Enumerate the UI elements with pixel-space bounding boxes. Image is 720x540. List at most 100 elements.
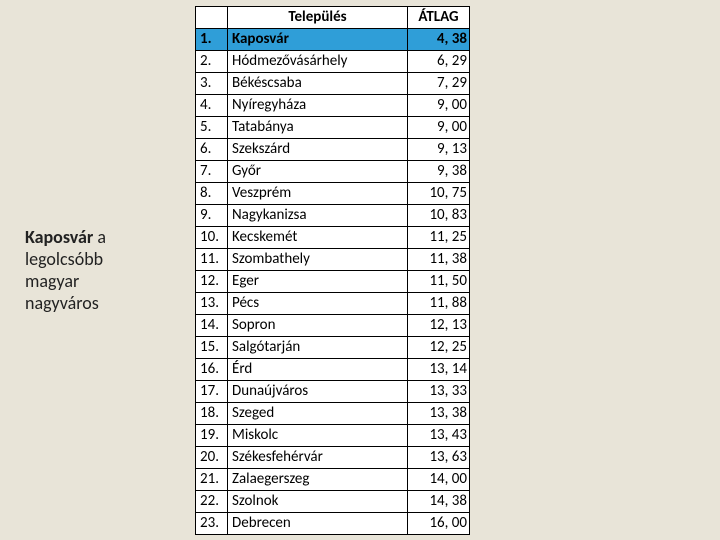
cell-rank: 20. [196,446,228,468]
sidebar-text: Kaposvár a legolcsóbb magyar nagyváros [0,226,195,314]
table-row: 4.Nyíregyháza9, 00 [196,94,470,116]
cell-avg: 10, 83 [408,204,470,226]
cell-rank: 16. [196,358,228,380]
table-row: 19.Miskolc13, 43 [196,424,470,446]
cell-city: Pécs [228,292,408,314]
cell-city: Salgótarján [228,336,408,358]
cell-rank: 23. [196,512,228,534]
cell-city: Dunaújváros [228,380,408,402]
cell-city: Miskolc [228,424,408,446]
header-avg: ÁTLAG [408,6,470,28]
cell-city: Veszprém [228,182,408,204]
cell-rank: 22. [196,490,228,512]
cell-avg: 7, 29 [408,72,470,94]
sidebar-line4: nagyváros [25,292,185,314]
cell-city: Nagykanizsa [228,204,408,226]
table-row: 15.Salgótarján12, 25 [196,336,470,358]
table-row: 18.Szeged13, 38 [196,402,470,424]
cell-rank: 4. [196,94,228,116]
cell-avg: 9, 00 [408,116,470,138]
cell-avg: 13, 33 [408,380,470,402]
cell-avg: 9, 13 [408,138,470,160]
table-row: 5.Tatabánya9, 00 [196,116,470,138]
cell-rank: 21. [196,468,228,490]
cell-city: Győr [228,160,408,182]
table-row: 20.Székesfehérvár13, 63 [196,446,470,468]
cell-rank: 5. [196,116,228,138]
table-row: 10.Kecskemét11, 25 [196,226,470,248]
cell-rank: 7. [196,160,228,182]
cell-rank: 12. [196,270,228,292]
cell-avg: 11, 50 [408,270,470,292]
table-row: 22.Szolnok14, 38 [196,490,470,512]
cell-avg: 16, 00 [408,512,470,534]
cell-rank: 18. [196,402,228,424]
table-row: 2.Hódmezővásárhely6, 29 [196,50,470,72]
cell-rank: 15. [196,336,228,358]
cell-city: Székesfehérvár [228,446,408,468]
cell-city: Sopron [228,314,408,336]
table-row: 16.Érd13, 14 [196,358,470,380]
cell-rank: 2. [196,50,228,72]
table-row: 23.Debrecen16, 00 [196,512,470,534]
table-row: 7.Győr9, 38 [196,160,470,182]
cell-avg: 11, 88 [408,292,470,314]
cell-avg: 14, 38 [408,490,470,512]
cell-avg: 13, 14 [408,358,470,380]
cell-city: Szeged [228,402,408,424]
ranking-table: Település ÁTLAG 1.Kaposvár4, 382.Hódmező… [195,6,470,535]
sidebar-line2: legolcsóbb [25,248,185,270]
cell-rank: 10. [196,226,228,248]
header-rank [196,6,228,28]
cell-rank: 1. [196,28,228,50]
cell-rank: 13. [196,292,228,314]
cell-avg: 6, 29 [408,50,470,72]
sidebar-strong: Kaposvár [25,226,97,248]
cell-city: Szekszárd [228,138,408,160]
cell-avg: 12, 25 [408,336,470,358]
cell-rank: 19. [196,424,228,446]
table-row: 9.Nagykanizsa10, 83 [196,204,470,226]
table-row: 17.Dunaújváros13, 33 [196,380,470,402]
cell-avg: 13, 38 [408,402,470,424]
cell-rank: 11. [196,248,228,270]
cell-city: Eger [228,270,408,292]
table-row: 11.Szombathely11, 38 [196,248,470,270]
cell-avg: 10, 75 [408,182,470,204]
cell-rank: 9. [196,204,228,226]
cell-avg: 11, 25 [408,226,470,248]
cell-city: Békéscsaba [228,72,408,94]
cell-rank: 14. [196,314,228,336]
sidebar-rest-a: a [97,226,106,248]
cell-avg: 9, 00 [408,94,470,116]
table-row: 3.Békéscsaba7, 29 [196,72,470,94]
cell-city: Hódmezővásárhely [228,50,408,72]
cell-rank: 3. [196,72,228,94]
table-row: 14.Sopron12, 13 [196,314,470,336]
cell-city: Debrecen [228,512,408,534]
cell-city: Szombathely [228,248,408,270]
header-city: Település [228,6,408,28]
cell-city: Kaposvár [228,28,408,50]
cell-rank: 17. [196,380,228,402]
cell-avg: 13, 63 [408,446,470,468]
cell-avg: 13, 43 [408,424,470,446]
cell-rank: 6. [196,138,228,160]
sidebar-line3: magyar [25,270,185,292]
cell-avg: 14, 00 [408,468,470,490]
cell-city: Tatabánya [228,116,408,138]
table-row: 13.Pécs11, 88 [196,292,470,314]
cell-rank: 8. [196,182,228,204]
cell-city: Zalaegerszeg [228,468,408,490]
table-row: 12.Eger11, 50 [196,270,470,292]
table-row: 8.Veszprém10, 75 [196,182,470,204]
cell-city: Kecskemét [228,226,408,248]
ranking-table-container: Település ÁTLAG 1.Kaposvár4, 382.Hódmező… [195,6,470,535]
table-header-row: Település ÁTLAG [196,6,470,28]
cell-avg: 11, 38 [408,248,470,270]
table-row: 21.Zalaegerszeg14, 00 [196,468,470,490]
cell-avg: 9, 38 [408,160,470,182]
table-row: 1.Kaposvár4, 38 [196,28,470,50]
table-row: 6.Szekszárd9, 13 [196,138,470,160]
cell-city: Szolnok [228,490,408,512]
